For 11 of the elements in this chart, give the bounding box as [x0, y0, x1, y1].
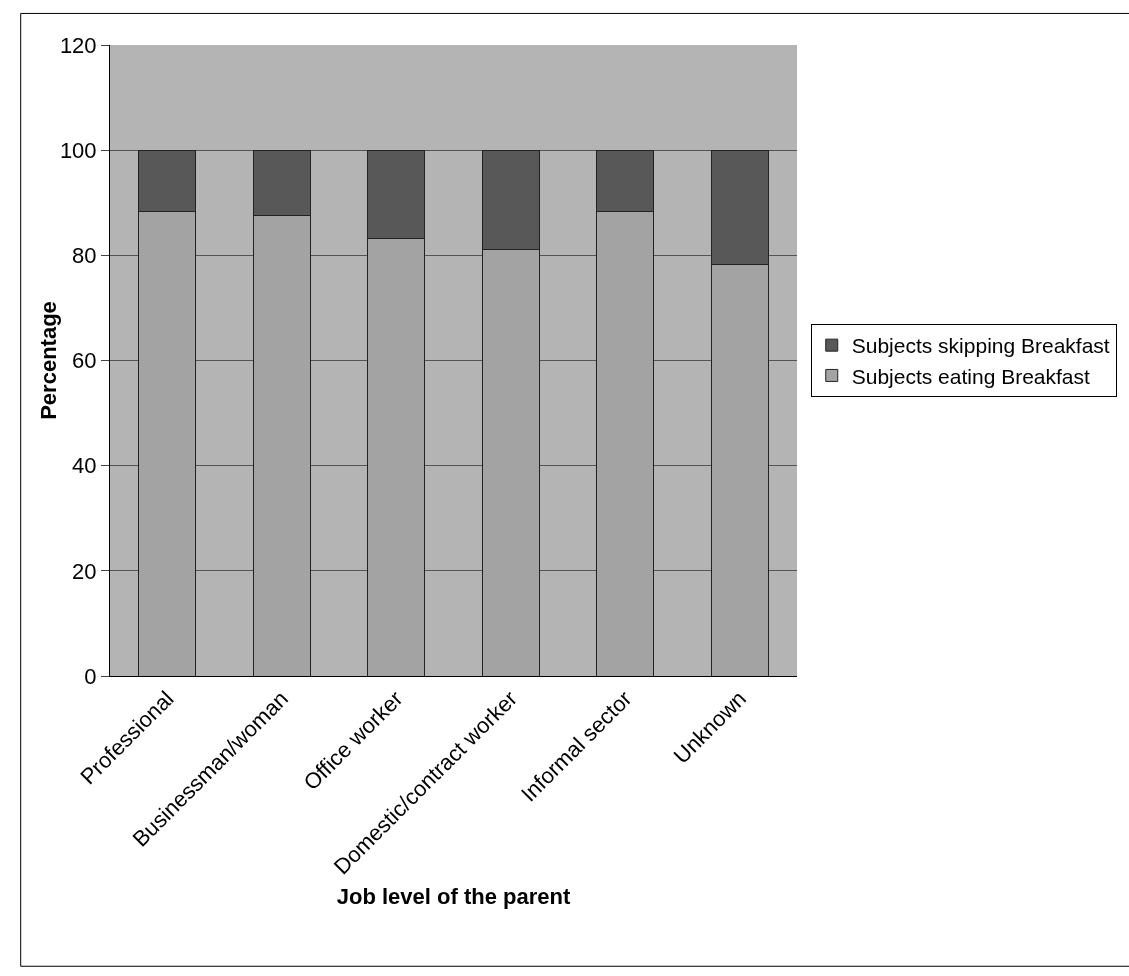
y-tick-label: 60 — [72, 348, 97, 374]
y-tick-label: 40 — [72, 453, 97, 479]
y-tick-label: 80 — [72, 243, 97, 269]
legend-label: Subjects eating Breakfast — [851, 364, 1091, 388]
y-tick-label: 20 — [72, 558, 97, 584]
legend-label: Subjects skipping Breakfast — [851, 334, 1110, 358]
y-tick-label: 100 — [59, 137, 97, 163]
y-tick-label: 0 — [84, 663, 97, 689]
x-axis-title: Job level of the parent — [336, 884, 571, 910]
y-axis-title: Percentage — [36, 301, 61, 420]
y-tick-label: 120 — [59, 32, 97, 58]
